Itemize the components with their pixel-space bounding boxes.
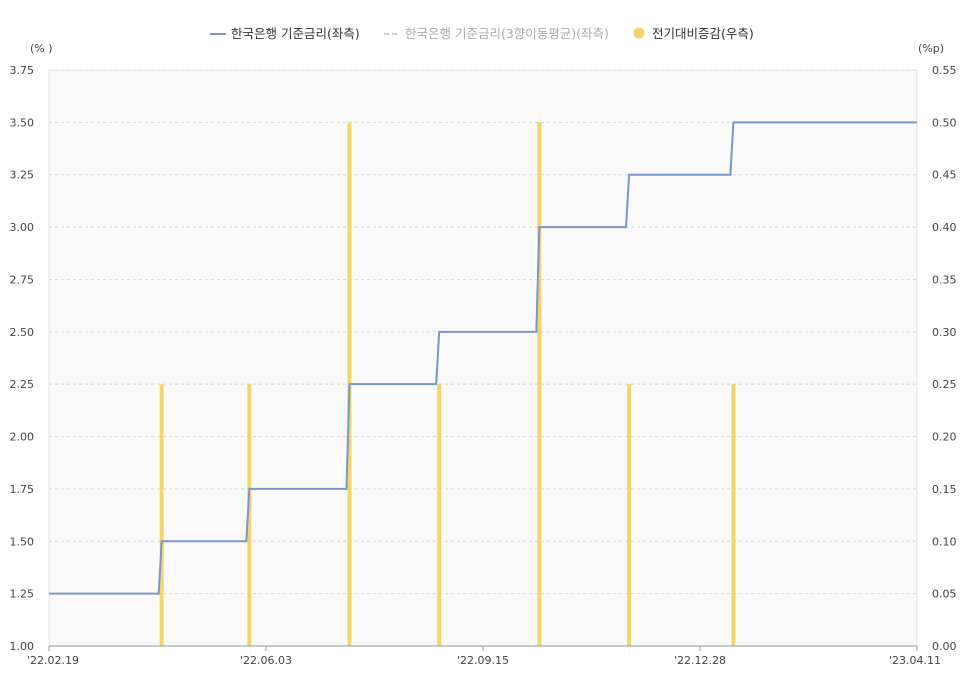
legend-item-rate[interactable]: 한국은행 기준금리(좌측) [210, 26, 360, 41]
legend: 한국은행 기준금리(좌측) 한국은행 기준금리(3향이동평균)(좌측) 전기대비… [210, 26, 754, 41]
y-right-tick-label: 0.50 [932, 116, 957, 129]
change-bar[interactable] [247, 384, 252, 646]
change-bar[interactable] [159, 384, 164, 646]
y-left-tick-label: 1.00 [10, 640, 35, 653]
legend-item-change[interactable]: 전기대비증감(우측) [633, 26, 754, 41]
y-right-tick-label: 0.35 [932, 273, 957, 286]
y-right-axis: 0.00 0.05 0.10 0.15 0.20 0.25 0.30 0.35 0.40 0.45… [932, 64, 957, 653]
rate-line [49, 121, 917, 595]
change-bar[interactable] [731, 384, 736, 646]
y-left-tick-label: 1.75 [10, 483, 35, 496]
y-left-tick-label: 1.25 [10, 588, 35, 601]
x-tick-label: '22.06.03 [240, 654, 292, 667]
y-left-tick-label: 2.50 [10, 326, 35, 339]
x-tick-label: '22.12.28 [674, 654, 726, 667]
y-left-tick-label: 3.25 [10, 169, 35, 182]
y-right-tick-label: 0.00 [932, 640, 957, 653]
y-left-tick-label: 2.75 [10, 273, 35, 286]
y-right-tick-label: 0.55 [932, 64, 957, 77]
y-left-tick-label: 3.50 [10, 116, 35, 129]
change-bar[interactable] [537, 122, 542, 646]
y-right-tick-label: 0.40 [932, 221, 957, 234]
x-tick-label: '22.02.19 [27, 654, 79, 667]
y-right-tick-label: 0.45 [932, 169, 957, 182]
y-right-tick-label: 0.15 [932, 483, 957, 496]
y-left-tick-label: 3.00 [10, 221, 35, 234]
y-right-tick-label: 0.30 [932, 326, 957, 339]
y-right-unit: (%p) [918, 42, 944, 55]
y-left-tick-label: 3.75 [10, 64, 35, 77]
x-tick-label: '22.09.15 [457, 654, 509, 667]
y-right-tick-label: 0.25 [932, 378, 957, 391]
x-tick-label: '23.04.11 [889, 654, 941, 667]
y-right-tick-label: 0.05 [932, 588, 957, 601]
y-left-tick-label: 2.00 [10, 431, 35, 444]
legend-label-moving-average: 한국은행 기준금리(3향이동평균)(좌측) [405, 26, 609, 41]
y-right-tick-label: 0.10 [932, 535, 957, 548]
y-left-axis: 1.00 1.25 1.50 1.75 2.00 2.25 2.50 2.75 3.00 3.25… [10, 64, 35, 653]
y-left-tick-label: 2.25 [10, 378, 35, 391]
rate-series-line[interactable] [49, 121, 917, 595]
plot-area [48, 69, 918, 647]
y-left-tick-label: 1.50 [10, 535, 35, 548]
y-right-tick-label: 0.20 [932, 431, 957, 444]
change-bar[interactable] [437, 384, 442, 646]
legend-label-change: 전기대비증감(우측) [652, 26, 754, 41]
legend-label-rate: 한국은행 기준금리(좌측) [231, 26, 360, 41]
change-bar[interactable] [627, 384, 632, 646]
legend-item-moving-average[interactable]: 한국은행 기준금리(3향이동평균)(좌측) [384, 26, 609, 41]
y-left-unit: (% ) [30, 42, 53, 55]
x-axis: '22.02.19 '22.06.03 '22.09.15 '22.12.28 '23.… [27, 646, 941, 667]
